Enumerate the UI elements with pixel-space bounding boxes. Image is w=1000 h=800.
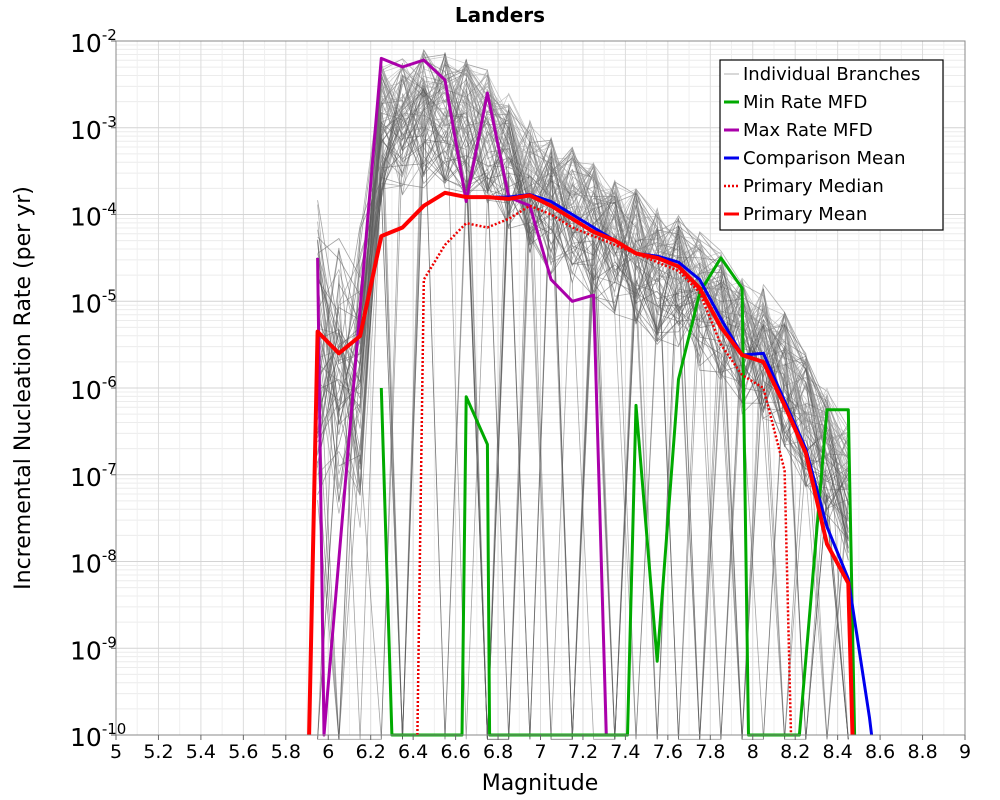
branch-line [381,95,849,490]
branch-line [317,58,849,496]
branch-line [317,109,849,511]
legend-label: Max Rate MFD [743,120,873,141]
x-tick-label: 7.6 [653,741,683,763]
x-tick-label: 7 [534,741,546,763]
branch-line [381,73,849,445]
branch-line [317,93,849,542]
x-tick-label: 7.4 [610,741,640,763]
x-tick-label: 9 [959,741,971,763]
x-tick-label: 8.8 [907,741,937,763]
legend-box [719,59,944,231]
x-tick-label: 6.8 [483,741,513,763]
branch-line [381,72,849,489]
branch-line [380,95,849,498]
legend-label: Individual Branches [743,64,920,85]
branch-line [381,70,849,489]
legend-label: Primary Mean [743,204,867,225]
branch-line [380,71,849,465]
x-tick-label: 5.4 [186,741,216,763]
x-tick-label: 5 [110,741,122,763]
y-tick-label: 10-9 [70,633,117,665]
legend-label: Comparison Mean [743,148,906,169]
x-tick-label: 7.8 [695,741,725,763]
series-max-rate-mfd [316,56,608,737]
branch-line [317,64,849,473]
branch-line [381,58,849,436]
x-tick-label: 6.4 [398,741,428,763]
branch-line [317,86,849,740]
series-min-rate-mfd [379,256,857,737]
series-layer [307,56,874,737]
branch-line [317,59,849,458]
y-tick-label: 10-6 [70,373,117,405]
y-axis-label: Incremental Nucleation Rate (per yr) [11,186,36,590]
branch-line [381,66,849,442]
branch-line [317,83,849,430]
chart-title: Landers [455,3,545,27]
x-tick-label: 6 [322,741,334,763]
legend-label: Min Rate MFD [743,92,867,113]
y-tick-label: 10-10 [70,720,126,752]
branch-line [317,122,849,542]
branch-line [380,61,849,452]
legend: Individual Branches Min Rate MFD Max Rate … [719,59,944,231]
individual-branches [317,49,849,740]
y-tick-label: 10-8 [70,547,117,579]
y-axis-ticks: 10-10 10-9 10-8 10-7 10-6 10-5 10-4 10-3 10-2 [70,26,126,752]
x-tick-label: 8.6 [865,741,895,763]
x-tick-label: 8.2 [780,741,810,763]
branch-line [381,62,849,443]
branch-line [317,66,849,489]
branch-line [317,52,849,533]
y-tick-label: 10-7 [70,460,117,492]
x-tick-label: 6.6 [440,741,470,763]
x-tick-label: 6.2 [356,741,386,763]
x-tick-label: 8 [747,741,759,763]
y-tick-label: 10-2 [70,26,117,58]
legend-label: Primary Median [743,176,884,197]
series-primary-mean [307,190,855,736]
y-tick-label: 10-4 [70,200,117,232]
x-tick-label: 8.4 [823,741,853,763]
x-tick-label: 5.8 [271,741,301,763]
branch-line [317,61,849,515]
branch-line [381,55,849,491]
x-axis-ticks: 5 5.2 5.4 5.6 5.8 6 6.2 6.4 6.6 6.8 7 7.2 7.4 7.6 7.8 8… [110,735,971,763]
x-tick-label: 5.2 [143,741,173,763]
branch-line [381,68,849,456]
x-tick-label: 7.2 [568,741,598,763]
x-tick-label: 5.6 [228,741,258,763]
y-tick-label: 10-5 [70,286,117,318]
y-tick-label: 10-3 [70,113,117,145]
branch-line [381,56,849,487]
x-axis-label: Magnitude [482,771,599,796]
